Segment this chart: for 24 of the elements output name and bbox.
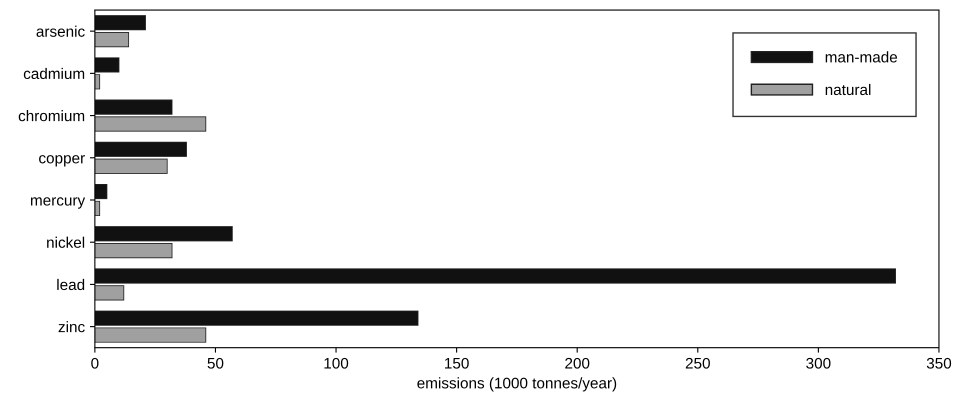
y-tick-label: cadmium: [24, 68, 84, 80]
x-tick-label: 50: [208, 358, 224, 369]
y-tick-label: nickel: [47, 236, 84, 248]
y-tick-label: mercury: [30, 197, 86, 209]
y-tick-label: chromium: [18, 110, 84, 122]
x-tick-label: 350: [926, 358, 952, 369]
y-tick-label: lead: [57, 278, 84, 290]
bar: [94, 184, 108, 200]
x-axis-title: emissions (1000 tonnes/year): [417, 377, 616, 392]
x-tick-label: 250: [686, 358, 710, 369]
bar: [94, 116, 206, 132]
y-tick-label: arsenic: [36, 26, 85, 37]
x-tick-label: 150: [445, 358, 469, 369]
legend-label: natural: [826, 84, 870, 96]
bar: [94, 100, 172, 115]
bar: [94, 268, 896, 284]
x-tick-label: 200: [565, 358, 590, 369]
y-tick-label: zinc: [58, 321, 85, 332]
legend-label: man-made: [826, 51, 898, 63]
x-tick-label: 0: [91, 358, 99, 369]
x-tick-label: 100: [324, 358, 348, 369]
y-tick-label: copper: [39, 155, 85, 166]
x-tick-label: 300: [806, 358, 831, 369]
bar: [94, 285, 124, 300]
